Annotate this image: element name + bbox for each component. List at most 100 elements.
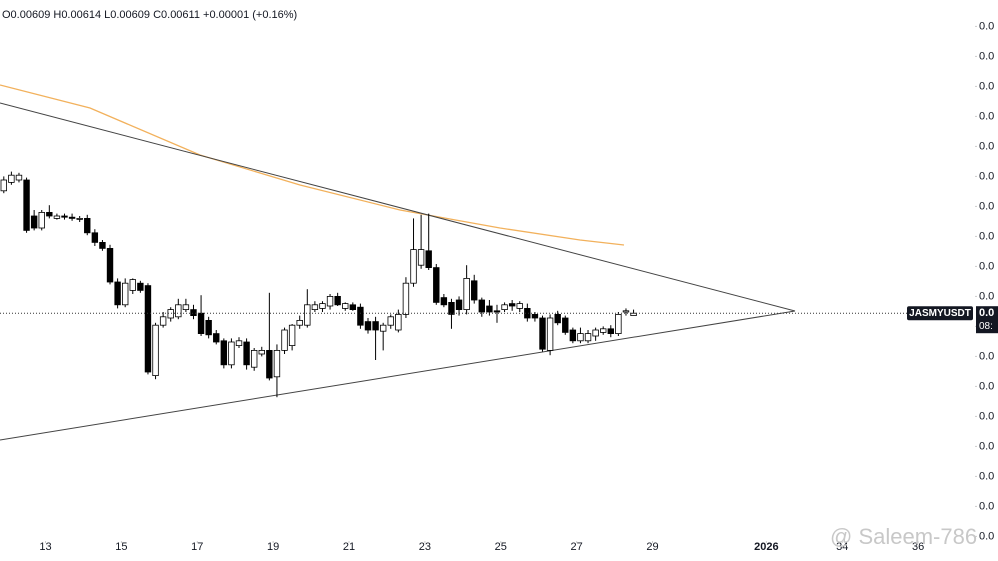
candle-body [448,301,455,315]
candle-body [129,279,136,291]
candle-body [159,316,167,326]
candle-body [349,304,357,310]
candle-body [121,282,129,306]
candle-body [46,211,53,217]
candle-body [319,303,326,309]
candle-body [524,307,531,319]
candle-body [250,349,258,368]
y-tick-label: 0.0 [979,110,994,122]
candle-body [175,304,182,318]
candle-body [395,313,402,331]
candle-body [622,310,630,313]
candle-body [311,304,319,310]
candle-body [99,241,106,249]
candle-body [463,277,470,310]
candle-body [273,349,281,378]
candle-body [91,232,99,243]
symbol-tag-bg [907,306,973,321]
y-tick-label: 0.0 [979,230,994,242]
candle-body [304,304,311,326]
candle-body [402,282,410,315]
ohlc-header: O0.00609 H0.00614 L0.00609 C0.00611 +0.0… [2,9,297,21]
y-tick-label: 0.0 [979,80,994,92]
candle-body [296,319,303,326]
price-tag-bg [976,306,998,334]
price-tag: 0.0 [979,307,994,319]
moving-average [0,84,625,246]
y-tick-label: 0.0 [979,200,994,212]
candle-body [106,247,114,283]
candle-body [334,295,341,306]
candle-body [584,333,592,342]
y-tick-label: 0.0 [979,260,994,272]
y-tick-label: 0.0 [979,170,994,182]
candle-body [228,341,235,366]
y-tick-label: 0.0 [979,20,994,32]
axes: 0.0 0.0 0.0 0.0 0.0 0.0 0.0 0.0 0.0 0.0 0.0 0.0 0.0 0… [39,20,994,553]
candle-body [493,310,501,313]
y-tick-label: 0.0 [979,380,994,392]
candle-body [326,295,334,307]
candle-body [197,312,205,335]
candle-body [205,319,212,336]
symbol-tag: JASMYUSDT [909,308,971,319]
candle-body [114,281,121,306]
x-tick-label: 36 [912,541,924,553]
y-tick-label: 0.0 [979,500,994,512]
candle-body [144,285,152,373]
candle-body [190,309,197,317]
candle-body [539,317,546,350]
candle-body [76,217,83,220]
x-tick-label: 19 [267,541,279,553]
y-tick-label: 0.0 [979,50,994,62]
candle-body [53,215,61,219]
candle-body [471,280,478,301]
candle-body [379,324,387,332]
y-tick-label: 0.0 [979,350,994,362]
candle-body [357,306,364,326]
candle-body [152,324,159,377]
price-tags: JASMYUSDT 0.0 08: [0,306,998,334]
candle-body [182,304,190,310]
x-tick-label: 34 [836,541,848,553]
candle-body [61,215,68,218]
candle-body [486,305,493,313]
candle-body [342,303,349,309]
y-tick-label: 0.0 [979,530,994,542]
x-tick-label: 2026 [754,541,778,553]
candle-body [569,329,577,342]
countdown: 08: [979,321,993,332]
candle-body [84,217,91,234]
x-tick-label: 15 [115,541,127,553]
x-tick-label: 27 [571,541,583,553]
candle-body [235,340,243,346]
x-tick-label: 13 [39,541,51,553]
x-tick-label: 25 [495,541,507,553]
candle-body [546,317,554,351]
candle-body [417,249,425,266]
candle-body [592,329,599,337]
x-tick-label: 23 [419,541,431,553]
candle-body [440,297,448,306]
candle-body [531,313,539,319]
candle-body [220,340,228,366]
candle-body [258,349,265,355]
x-tick-label: 29 [646,541,658,553]
candle-body [607,328,614,334]
y-tick-label: 0.0 [979,290,994,302]
candle-body [508,303,516,307]
candle-body [554,313,561,324]
candle-body [364,321,372,331]
candle-body [137,282,144,291]
lower-trendline [0,310,796,441]
candle-body [562,317,569,333]
candle-body [600,328,607,333]
candle-body [243,341,250,366]
candle-body [387,316,394,326]
candle-body [213,333,220,343]
x-tick-label: 21 [343,541,355,553]
candle-body [516,303,523,309]
candle-body [501,304,508,310]
